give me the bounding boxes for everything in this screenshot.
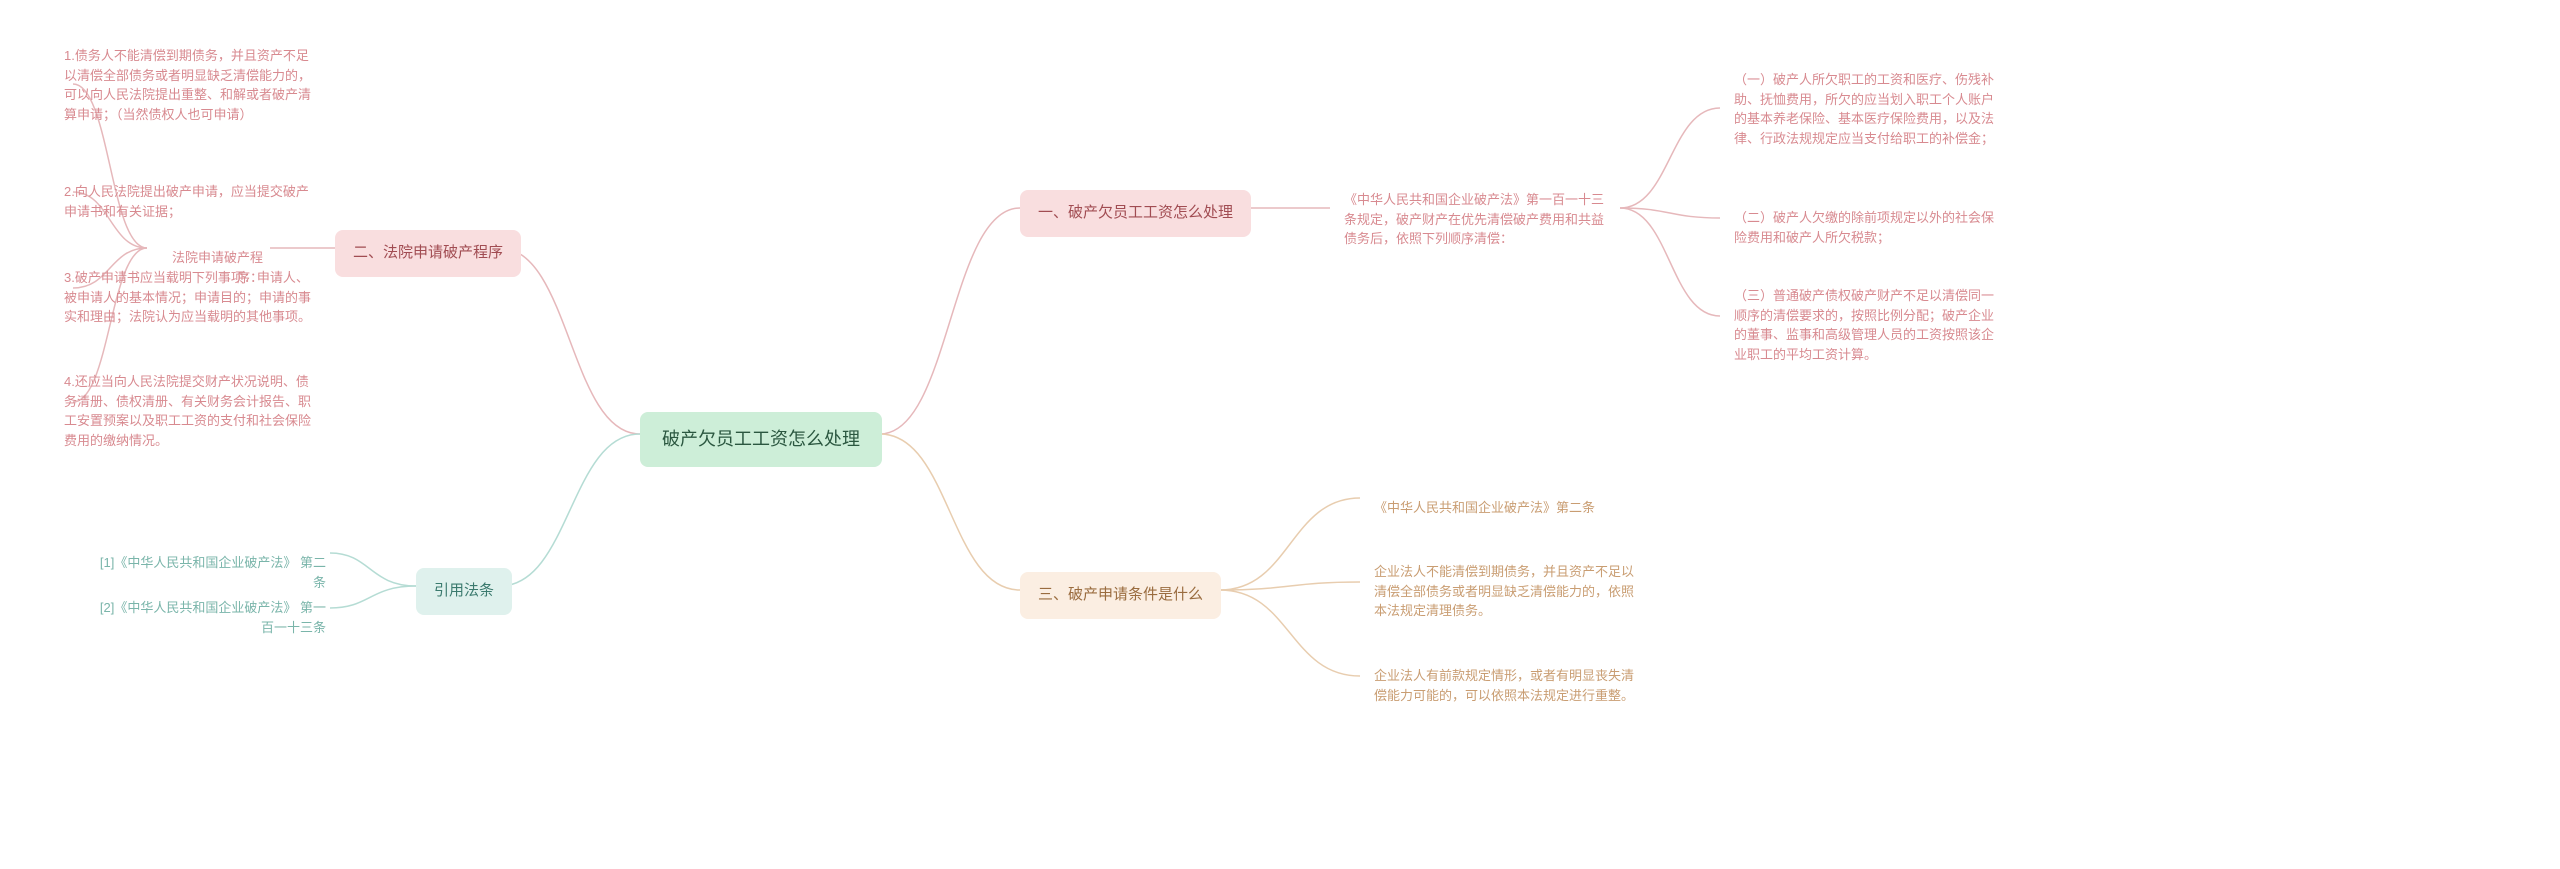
branch-1-leaf-2: （二）破产人欠缴的除前项规定以外的社会保险费用和破产人所欠税款； xyxy=(1720,198,2010,257)
root-node[interactable]: 破产欠员工工资怎么处理 xyxy=(640,412,882,467)
branch-1-leaf-3: （三）普通破产债权破产财产不足以清偿同一顺序的清偿要求的，按照比例分配；破产企业… xyxy=(1720,276,2010,374)
branch-1-sub: 《中华人民共和国企业破产法》第一百一十三条规定，破产财产在优先清偿破产费用和共益… xyxy=(1330,180,1620,259)
branch-cite[interactable]: 引用法条 xyxy=(416,568,512,615)
branch-3[interactable]: 三、破产申请条件是什么 xyxy=(1020,572,1221,619)
branch-1-leaf-1: （一）破产人所欠职工的工资和医疗、伤残补助、抚恤费用，所欠的应当划入职工个人账户… xyxy=(1720,60,2010,158)
cite-leaf-2: [2]《中华人民共和国企业破产法》 第一百一十三条 xyxy=(80,588,340,647)
branch-2-leaf-2: 2.向人民法院提出破产申请，应当提交破产申请书和有关证据； xyxy=(50,172,330,231)
branch-2-leaf-4: 4.还应当向人民法院提交财产状况说明、债务清册、债权清册、有关财务会计报告、职工… xyxy=(50,362,330,460)
branch-3-leaf-1: 《中华人民共和国企业破产法》第二条 xyxy=(1360,488,1609,528)
branch-1[interactable]: 一、破产欠员工工资怎么处理 xyxy=(1020,190,1251,237)
branch-3-leaf-3: 企业法人有前款规定情形，或者有明显丧失清偿能力可能的，可以依照本法规定进行重整。 xyxy=(1360,656,1650,715)
branch-2[interactable]: 二、法院申请破产程序 xyxy=(335,230,521,277)
branch-3-leaf-2: 企业法人不能清偿到期债务，并且资产不足以清偿全部债务或者明显缺乏清偿能力的，依照… xyxy=(1360,552,1650,631)
branch-2-leaf-1: 1.债务人不能清偿到期债务，并且资产不足以清偿全部债务或者明显缺乏清偿能力的，可… xyxy=(50,36,330,134)
branch-2-leaf-3: 3.破产申请书应当载明下列事项：申请人、被申请人的基本情况；申请目的；申请的事实… xyxy=(50,258,330,337)
connector-layer xyxy=(0,0,2560,869)
